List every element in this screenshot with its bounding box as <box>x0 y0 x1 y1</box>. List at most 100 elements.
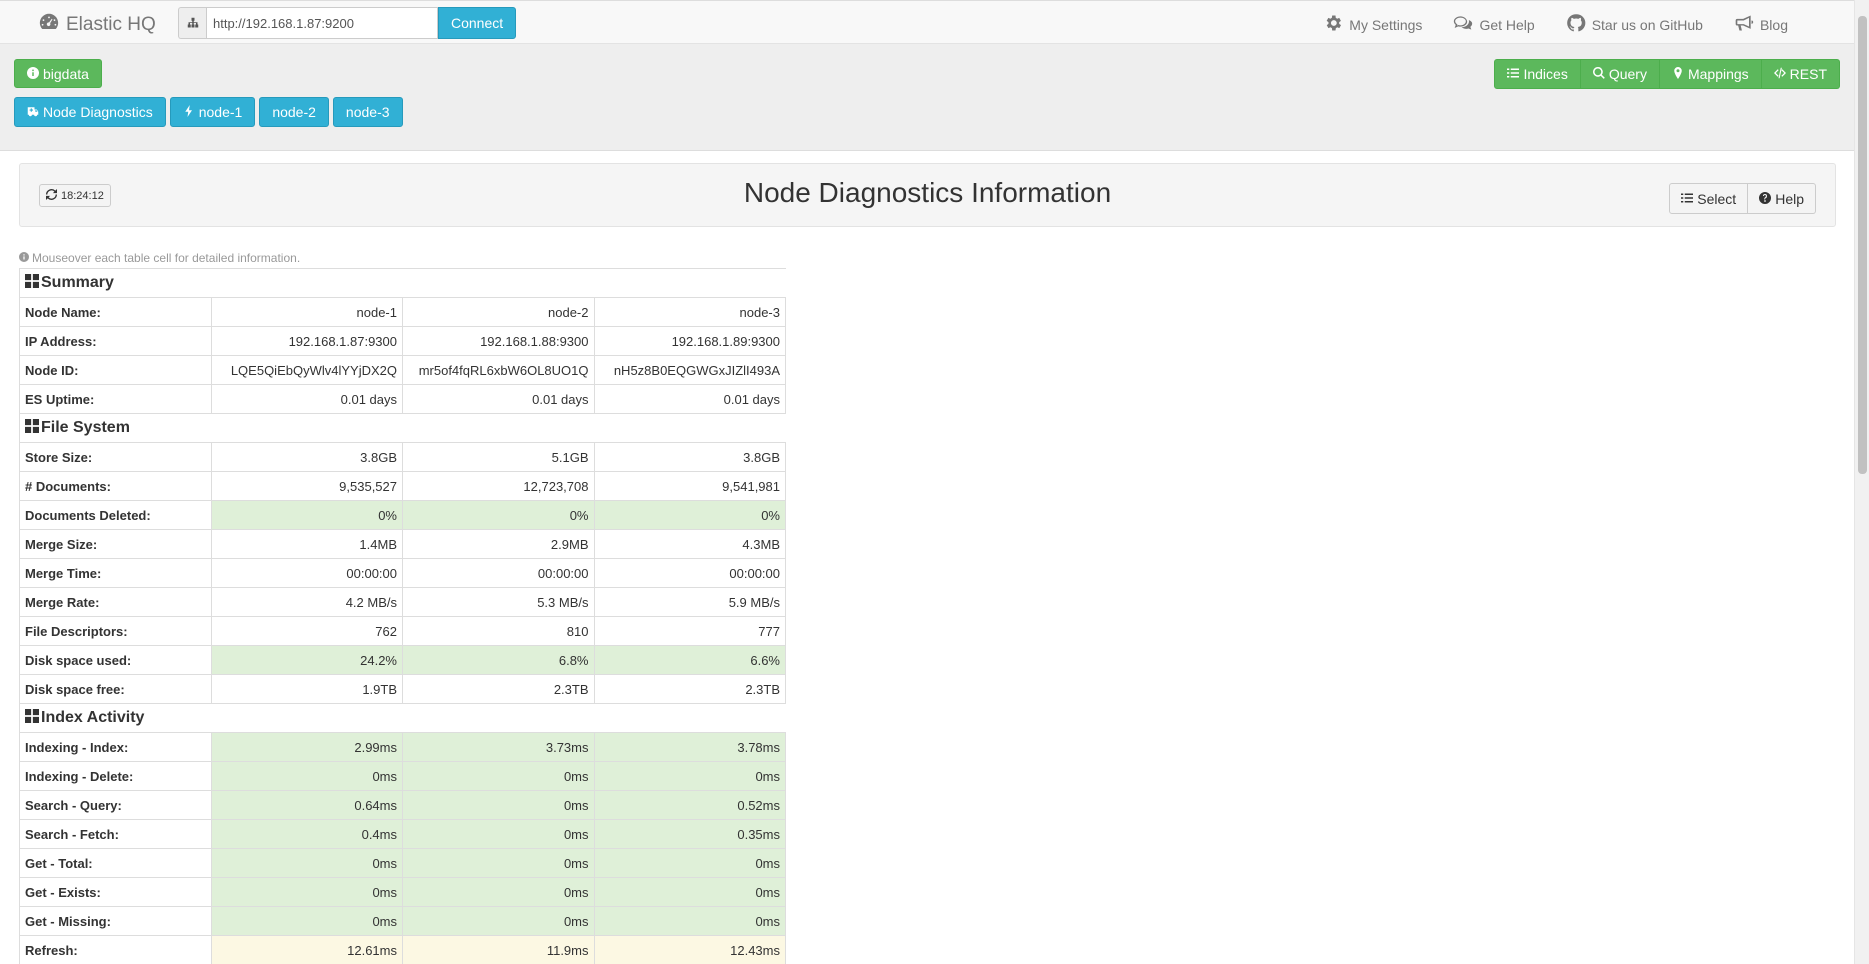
table-row: Search - Fetch: 0.4ms 0ms 0.35ms <box>19 819 786 849</box>
my-settings-link[interactable]: My Settings <box>1322 13 1422 36</box>
node-1-value[interactable]: LQE5QiEbQyWlv4lYYjDX2Q <box>210 355 403 385</box>
node-2-value[interactable]: 0.01 days <box>402 384 595 414</box>
blog-link[interactable]: Blog <box>1733 13 1788 36</box>
table-row: # Documents: 9,535,527 12,723,708 9,541,981 <box>19 471 786 501</box>
node-2-value[interactable]: 12,723,708 <box>402 471 595 501</box>
node-3-value[interactable]: 00:00:00 <box>593 558 786 588</box>
node-2-value[interactable]: 192.168.1.88:9300 <box>402 326 595 356</box>
node-1-value[interactable]: 4.2 MB/s <box>210 587 403 617</box>
node-2-value[interactable]: 5.1GB <box>402 442 595 472</box>
node-2-value[interactable]: 0% <box>402 500 595 530</box>
node-2-button[interactable]: node-2 <box>259 97 329 127</box>
node-3-value[interactable]: 2.3TB <box>593 674 786 704</box>
row-label: Search - Fetch: <box>19 819 212 849</box>
row-label: Search - Query: <box>19 790 212 820</box>
brand[interactable]: Elastic HQ <box>38 11 156 39</box>
node-3-value[interactable]: 6.6% <box>593 645 786 675</box>
url-group: Connect <box>178 7 517 39</box>
node-2-value[interactable]: 0ms <box>402 761 595 791</box>
cluster-button[interactable]: bigdata <box>14 59 102 88</box>
node-3-value[interactable]: 777 <box>593 616 786 646</box>
node-1-value[interactable]: 0ms <box>210 906 403 936</box>
node-2-value[interactable]: 0ms <box>402 877 595 907</box>
brand-label: Elastic HQ <box>66 14 156 35</box>
node-3-value[interactable]: 0ms <box>593 877 786 907</box>
node-3-value[interactable]: 0.01 days <box>593 384 786 414</box>
section-title-cell: File System <box>19 413 786 443</box>
node-2-value[interactable]: 0ms <box>402 790 595 820</box>
node-3-value[interactable]: 0% <box>593 500 786 530</box>
node-1-value[interactable]: 0ms <box>210 848 403 878</box>
node-1-value[interactable]: 24.2% <box>210 645 403 675</box>
node-1-value[interactable]: 3.8GB <box>210 442 403 472</box>
page-title: Node Diagnostics Information <box>743 177 1112 208</box>
node-1-value[interactable]: 0% <box>210 500 403 530</box>
node-3-value[interactable]: nH5z8B0EQGWGxJIZlI493A <box>593 355 786 385</box>
node-2-value[interactable]: 810 <box>402 616 595 646</box>
node-3-value[interactable]: node-3 <box>593 297 786 327</box>
node-3-value[interactable]: 0ms <box>593 906 786 936</box>
node-1-value[interactable]: 0.4ms <box>210 819 403 849</box>
node-1-value[interactable]: 1.9TB <box>210 674 403 704</box>
node-3-value[interactable]: 0.52ms <box>593 790 786 820</box>
get-help-link[interactable]: Get Help <box>1452 13 1535 36</box>
url-input[interactable] <box>206 7 438 39</box>
node-3-value[interactable]: 12.43ms <box>593 935 786 964</box>
title-buttons: Select Help <box>1669 183 1816 214</box>
github-link[interactable]: Star us on GitHub <box>1565 13 1703 36</box>
node-2-value[interactable]: 0ms <box>402 848 595 878</box>
sitemap-icon <box>178 7 206 39</box>
node-2-value[interactable]: 2.3TB <box>402 674 595 704</box>
node-1-value[interactable]: 0.64ms <box>210 790 403 820</box>
node-3-value[interactable]: 0.35ms <box>593 819 786 849</box>
node-3-value[interactable]: 192.168.1.89:9300 <box>593 326 786 356</box>
node-1-value[interactable]: node-1 <box>210 297 403 327</box>
node-1-value[interactable]: 0ms <box>210 761 403 791</box>
query-button[interactable]: Query <box>1580 59 1660 89</box>
node-diagnostics-button[interactable]: Node Diagnostics <box>14 97 166 127</box>
node-1-value[interactable]: 1.4MB <box>210 529 403 559</box>
node-2-value[interactable]: 0ms <box>402 906 595 936</box>
node-2-value[interactable]: mr5of4fqRL6xbW6OL8UO1Q <box>402 355 595 385</box>
node-1-button[interactable]: node-1 <box>169 97 256 127</box>
list-icon <box>1507 66 1520 82</box>
node-1-value[interactable]: 0ms <box>210 877 403 907</box>
mappings-button[interactable]: Mappings <box>1659 59 1762 89</box>
node-2-value[interactable]: 11.9ms <box>402 935 595 964</box>
node-1-value[interactable]: 0.01 days <box>210 384 403 414</box>
rest-button[interactable]: REST <box>1761 59 1840 89</box>
indices-button[interactable]: Indices <box>1494 59 1581 89</box>
node-diagnostics-label: Node Diagnostics <box>43 104 153 120</box>
node-3-value[interactable]: 4.3MB <box>593 529 786 559</box>
node-3-value[interactable]: 9,541,981 <box>593 471 786 501</box>
node-2-value[interactable]: 00:00:00 <box>402 558 595 588</box>
select-button[interactable]: Select <box>1669 183 1749 214</box>
node-2-value[interactable]: 3.73ms <box>402 732 595 762</box>
node-2-value[interactable]: 5.3 MB/s <box>402 587 595 617</box>
connect-button[interactable]: Connect <box>438 7 517 39</box>
node-3-button[interactable]: node-3 <box>332 97 403 127</box>
node-1-value[interactable]: 2.99ms <box>210 732 403 762</box>
node-1-value[interactable]: 9,535,527 <box>210 471 403 501</box>
node-2-value[interactable]: 6.8% <box>402 645 595 675</box>
node-1-value[interactable]: 762 <box>210 616 403 646</box>
scrollbar[interactable] <box>1854 0 1869 964</box>
table-row: File Descriptors: 762 810 777 <box>19 616 786 646</box>
node-3-value[interactable]: 3.78ms <box>593 732 786 762</box>
node-1-value[interactable]: 192.168.1.87:9300 <box>210 326 403 356</box>
question-circle-icon <box>1759 191 1772 207</box>
node-3-value[interactable]: 3.8GB <box>593 442 786 472</box>
node-3-value[interactable]: 0ms <box>593 848 786 878</box>
dashboard-icon <box>38 11 60 39</box>
node-3-value[interactable]: 5.9 MB/s <box>593 587 786 617</box>
node-1-value[interactable]: 00:00:00 <box>210 558 403 588</box>
node-1-value[interactable]: 12.61ms <box>210 935 403 964</box>
row-label: Merge Rate: <box>19 587 212 617</box>
scrollbar-thumb[interactable] <box>1858 16 1867 474</box>
help-button[interactable]: Help <box>1748 183 1816 214</box>
node-2-value[interactable]: 0ms <box>402 819 595 849</box>
node-3-value[interactable]: 0ms <box>593 761 786 791</box>
refresh-button[interactable]: 18:24:12 <box>39 184 111 207</box>
node-2-value[interactable]: 2.9MB <box>402 529 595 559</box>
node-2-value[interactable]: node-2 <box>402 297 595 327</box>
